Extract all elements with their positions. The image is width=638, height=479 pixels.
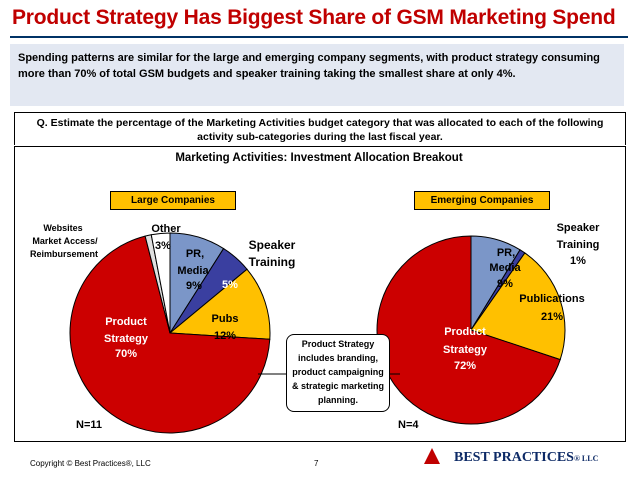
slice-label-product-strategy: Strategy — [104, 333, 149, 345]
callout-line: Product Strategy — [301, 339, 375, 349]
large-companies-label: Large Companies — [110, 191, 236, 210]
slice-label-pr-media: PR, — [497, 247, 515, 259]
pie-slice-product-strategy — [376, 235, 561, 425]
slice-label-speaker-training: 1% — [570, 255, 586, 267]
sample-size-label: N=11 — [76, 419, 102, 431]
logo-flag-icon — [424, 448, 440, 464]
slice-label-pubs: Pubs — [212, 313, 239, 325]
chart-title: Marketing Activities: Investment Allocat… — [175, 152, 463, 164]
pie-slice-publications — [470, 252, 566, 361]
company-logo: BEST PRACTICES® LLC — [454, 450, 598, 466]
slide-title: Product Strategy Has Biggest Share of GS… — [12, 6, 616, 29]
emerging-companies-label: Emerging Companies — [414, 191, 550, 210]
slice-label-other: Other — [151, 223, 181, 235]
product-strategy-callout: Product Strategy includes branding, prod… — [286, 334, 390, 412]
slice-label-pr-media: 9% — [497, 278, 513, 290]
slice-label-pubs: 12% — [214, 330, 236, 342]
summary-box: Spending patterns are similar for the la… — [10, 44, 624, 106]
slice-label-websites-market-access-reimbursement: Reimbursement — [30, 249, 98, 259]
copyright-text: Copyright © Best Practices®, LLC — [30, 459, 151, 468]
page-number: 7 — [314, 459, 319, 468]
slice-label-publications: 21% — [541, 311, 563, 323]
slice-label-publications: Publications — [519, 293, 584, 305]
slice-label-speaker-training: 5% — [222, 279, 238, 291]
question-text: Q. Estimate the percentage of the Market… — [36, 117, 604, 143]
logo-text: BEST PRACTICES — [454, 450, 574, 465]
logo-suffix: ® LLC — [573, 454, 599, 463]
slice-label-pr-media: 9% — [186, 280, 202, 292]
slice-label-speaker-training: Speaker — [557, 222, 601, 234]
slice-name-speaker-training: Speaker — [249, 238, 296, 252]
slice-name-speaker-training: Training — [249, 255, 296, 269]
summary-text: Spending patterns are similar for the la… — [18, 52, 600, 80]
slice-label-websites-market-access-reimbursement: Websites — [43, 223, 82, 233]
pie-slice-product-strategy — [69, 235, 271, 434]
title-divider — [10, 36, 628, 38]
pie-slice-other — [150, 232, 171, 334]
slice-label-product-strategy: Product — [105, 316, 147, 328]
slice-label-speaker-training: Training — [557, 239, 600, 251]
slice-label-other: 3% — [155, 240, 171, 252]
slice-label-pr-media: PR, — [186, 248, 204, 260]
callout-line: product campaigning — [292, 367, 384, 377]
callout-line: & strategic marketing — [291, 381, 385, 391]
slice-label-product-strategy: Strategy — [443, 344, 488, 356]
slice-label-pr-media: Media — [177, 265, 209, 277]
slice-label-product-strategy: Product — [444, 326, 486, 338]
pie-slice-pubs — [168, 268, 271, 340]
sample-size-label: N=4 — [398, 419, 419, 431]
callout-line: planning. — [318, 395, 358, 405]
slice-label-pr-media: Media — [489, 262, 521, 274]
slice-label-websites-market-access-reimbursement: Market Access/ — [32, 236, 98, 246]
callout-line: includes branding, — [297, 353, 378, 363]
question-box: Q. Estimate the percentage of the Market… — [14, 112, 626, 145]
slice-label-product-strategy: 70% — [115, 348, 137, 360]
chart-frame — [14, 146, 626, 442]
slice-label-product-strategy: 72% — [454, 360, 476, 372]
